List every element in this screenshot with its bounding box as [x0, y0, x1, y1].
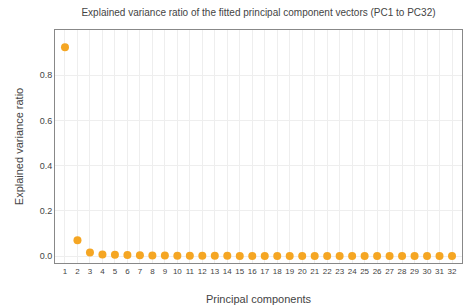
svg-text:9: 9 [163, 267, 168, 276]
svg-text:20: 20 [298, 267, 307, 276]
svg-text:8: 8 [150, 267, 155, 276]
svg-text:30: 30 [423, 267, 432, 276]
svg-text:21: 21 [310, 267, 319, 276]
svg-text:16: 16 [248, 267, 257, 276]
svg-text:12: 12 [198, 267, 207, 276]
svg-text:23: 23 [335, 267, 344, 276]
svg-text:14: 14 [223, 267, 232, 276]
svg-text:0.0: 0.0 [40, 251, 53, 261]
svg-text:0.8: 0.8 [40, 70, 53, 80]
svg-text:19: 19 [285, 267, 294, 276]
svg-text:6: 6 [125, 267, 130, 276]
svg-text:29: 29 [410, 267, 419, 276]
svg-text:18: 18 [273, 267, 282, 276]
svg-text:0.2: 0.2 [40, 206, 53, 216]
svg-text:Explained variance ratio of th: Explained variance ratio of the fitted p… [81, 7, 435, 18]
svg-text:17: 17 [260, 267, 269, 276]
svg-text:1: 1 [63, 267, 68, 276]
svg-text:Explained variance ratio: Explained variance ratio [13, 88, 25, 205]
svg-text:22: 22 [323, 267, 332, 276]
svg-text:4: 4 [100, 267, 105, 276]
svg-text:13: 13 [210, 267, 219, 276]
svg-text:15: 15 [235, 267, 244, 276]
svg-text:10: 10 [173, 267, 182, 276]
svg-text:25: 25 [360, 267, 369, 276]
svg-text:32: 32 [448, 267, 457, 276]
svg-text:3: 3 [88, 267, 93, 276]
svg-text:24: 24 [348, 267, 357, 276]
svg-text:0.4: 0.4 [40, 161, 53, 171]
svg-text:7: 7 [138, 267, 143, 276]
svg-text:11: 11 [186, 267, 195, 276]
svg-text:Principal components: Principal components [206, 293, 312, 305]
svg-text:28: 28 [398, 267, 407, 276]
svg-text:26: 26 [373, 267, 382, 276]
svg-text:2: 2 [75, 267, 80, 276]
svg-text:0.6: 0.6 [40, 116, 53, 126]
svg-text:5: 5 [113, 267, 118, 276]
svg-text:31: 31 [435, 267, 444, 276]
svg-text:27: 27 [385, 267, 394, 276]
